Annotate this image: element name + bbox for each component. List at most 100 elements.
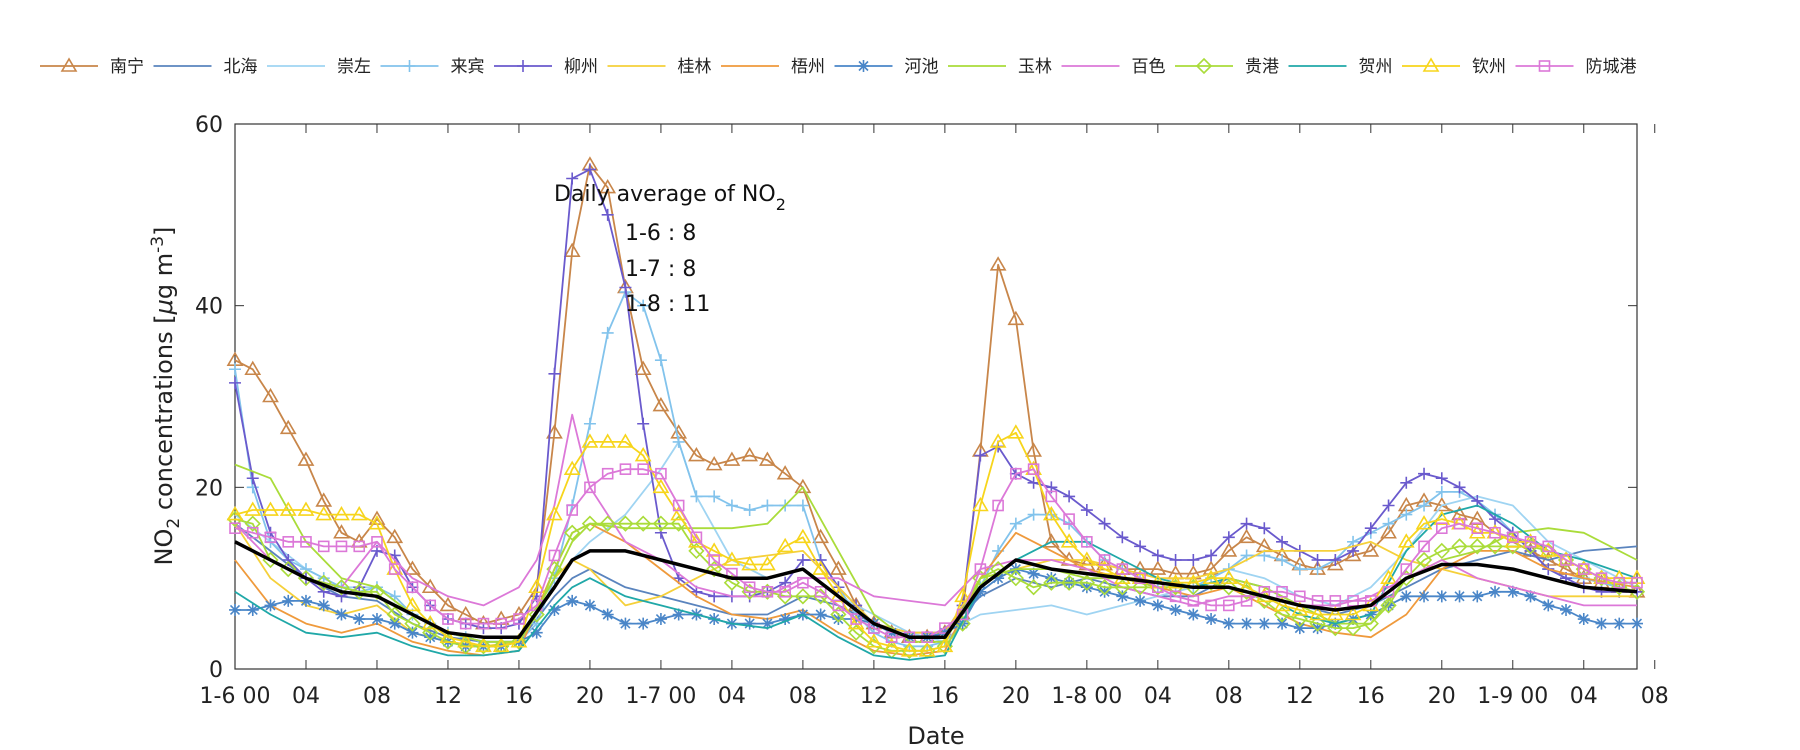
data-point	[1382, 585, 1395, 598]
x-tick-label: 1-7 00	[625, 684, 696, 709]
data-point	[581, 515, 599, 532]
legend-label: 贵港	[1245, 57, 1279, 77]
data-point	[1205, 599, 1217, 612]
data-point	[634, 446, 652, 462]
x-tick-label: 12	[434, 684, 462, 709]
data-point	[1205, 549, 1218, 562]
data-point	[1045, 490, 1058, 503]
data-point	[761, 585, 774, 598]
daily-average-annotation: Daily average of NO2 1-6 : 8 1-7 : 8 1-8…	[554, 182, 786, 317]
data-point	[584, 481, 596, 494]
data-point	[655, 467, 667, 480]
data-point	[829, 560, 847, 575]
legend-item: 贵港	[1175, 57, 1279, 77]
data-point	[847, 614, 865, 630]
data-point	[617, 433, 634, 448]
data-point	[1506, 531, 1519, 544]
x-tick-label: 08	[363, 684, 391, 709]
data-point	[1595, 572, 1608, 584]
data-point	[974, 563, 987, 575]
data-point	[652, 396, 670, 412]
data-point	[317, 585, 330, 598]
data-point	[1453, 590, 1466, 603]
data-point	[1560, 603, 1573, 616]
data-point	[992, 572, 1005, 585]
data-point	[333, 579, 350, 596]
data-point	[1220, 569, 1238, 584]
series-average	[234, 540, 1638, 639]
data-point	[637, 299, 650, 312]
data-point	[388, 563, 401, 575]
data-point	[1326, 555, 1344, 571]
data-point	[779, 585, 791, 598]
data-point	[406, 626, 419, 639]
data-point	[1311, 595, 1324, 607]
data-point	[1415, 515, 1433, 530]
data-point	[1187, 595, 1200, 607]
data-point	[1435, 522, 1448, 535]
data-point	[1240, 595, 1253, 607]
data-point	[1151, 549, 1164, 562]
data-point	[761, 499, 774, 512]
legend: 南宁 北海 崇左 来宾 柳州 桂林 梧州 河池 玉林 百色 贵港 贺州 钦州 防城港	[40, 57, 1637, 77]
data-point	[1060, 574, 1078, 591]
data-point	[1220, 542, 1238, 557]
data-point	[1240, 517, 1253, 530]
data-point	[794, 528, 812, 544]
data-point	[1397, 533, 1415, 548]
data-point	[601, 326, 614, 339]
data-point	[1433, 542, 1450, 560]
data-point	[974, 585, 987, 598]
data-point	[797, 576, 809, 589]
legend-item: 防城港	[1515, 57, 1637, 77]
data-point	[1489, 585, 1502, 598]
data-point	[528, 606, 545, 623]
data-point	[1344, 605, 1362, 621]
data-point	[794, 478, 812, 494]
data-point	[1362, 615, 1379, 632]
data-point	[688, 446, 705, 462]
data-point	[1595, 617, 1608, 630]
data-point	[1240, 617, 1253, 630]
data-point	[279, 501, 297, 516]
data-point	[424, 599, 437, 612]
data-point	[264, 599, 277, 612]
data-point	[439, 628, 457, 644]
data-point	[1453, 481, 1466, 494]
data-point	[761, 617, 774, 630]
legend-label: 南宁	[110, 57, 144, 77]
data-point	[1542, 540, 1555, 553]
data-point	[404, 560, 421, 575]
data-point	[1293, 563, 1306, 576]
data-point	[333, 505, 350, 521]
data-point	[1542, 599, 1555, 612]
data-point	[743, 617, 756, 630]
y-tick-label: 60	[195, 113, 223, 138]
data-point	[1220, 579, 1237, 596]
data-point	[1007, 570, 1024, 587]
data-point	[229, 376, 241, 389]
data-point	[282, 536, 295, 548]
data-point	[1027, 508, 1040, 521]
data-point	[1096, 579, 1113, 596]
annotation-line-1: 1-6 : 8	[625, 221, 696, 246]
data-point	[1311, 554, 1324, 566]
data-point	[1613, 576, 1626, 589]
y-tick-label: 0	[209, 658, 223, 683]
data-point	[901, 642, 918, 659]
data-point	[634, 360, 652, 376]
legend-label: 桂林	[678, 57, 712, 77]
data-point	[246, 526, 259, 539]
data-point	[723, 451, 741, 466]
data-point	[510, 633, 528, 648]
legend-item: 来宾	[380, 57, 485, 77]
data-point	[1435, 590, 1448, 603]
data-point	[1063, 490, 1076, 503]
data-point	[1291, 610, 1308, 628]
legend-label: 北海	[224, 57, 258, 77]
data-point	[459, 617, 472, 630]
data-point	[1433, 510, 1451, 525]
data-point	[672, 435, 685, 448]
data-point	[1167, 574, 1184, 589]
data-point	[386, 528, 404, 544]
